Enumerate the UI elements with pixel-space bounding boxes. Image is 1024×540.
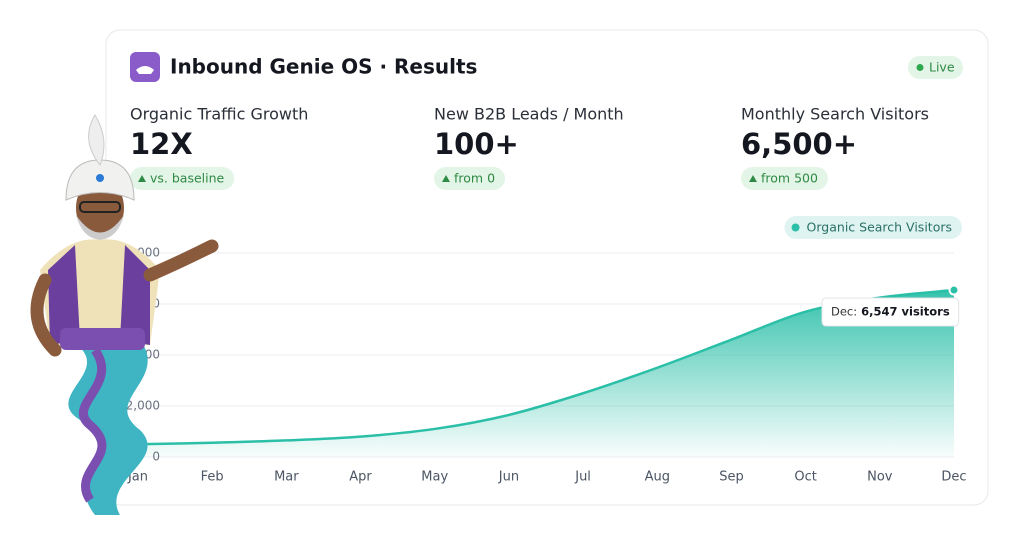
- genie-tail: [68, 340, 148, 515]
- metric-value: 100+: [434, 127, 519, 161]
- metrics: Organic Traffic Growth 12X vs. baseline New…: [130, 105, 929, 190]
- genie-jewel: [96, 174, 104, 182]
- x-tick-label: Mar: [274, 470, 299, 485]
- legend-label: Organic Search Visitors: [807, 220, 952, 235]
- legend-pill: [784, 216, 962, 239]
- status-dot: [916, 64, 924, 71]
- x-tick-label: Apr: [349, 470, 372, 485]
- genie-glasses: [79, 201, 121, 213]
- x-tick-label: Feb: [201, 470, 224, 485]
- metric-value: 12X: [130, 127, 193, 161]
- metric-label: New B2B Leads / Month: [434, 105, 624, 124]
- metric-note-arrow: [442, 175, 450, 182]
- genie-sash: [60, 328, 145, 350]
- tooltip-value: 6,547 visitors: [861, 305, 950, 319]
- x-tick-label: Dec: [941, 470, 966, 485]
- metric-note: from 500: [761, 171, 818, 186]
- legend-swatch: [791, 223, 800, 232]
- x-tick-label: Oct: [794, 470, 816, 485]
- illustration: [30, 114, 219, 515]
- genie-arm-left: [30, 273, 62, 357]
- plot: 02,0004,0006,0008,000JanFebMarAprMayJunJ…: [126, 216, 967, 485]
- x-tick-label: Sep: [719, 470, 744, 485]
- metric-note-pill: [434, 167, 506, 190]
- metric-note-pill: [741, 167, 828, 190]
- line: [137, 288, 955, 446]
- metric-note-arrow: [749, 175, 757, 182]
- metric-label: Monthly Search Visitors: [741, 105, 929, 124]
- status-pill: [908, 56, 963, 79]
- x-tick-label: Jul: [574, 470, 591, 485]
- genie-feather: [88, 114, 105, 166]
- end-point: [948, 284, 960, 296]
- genie-vest: [48, 245, 150, 345]
- genie-arm: [143, 239, 219, 282]
- metric-label: Organic Traffic Growth: [130, 105, 308, 124]
- tooltip-category: Dec:: [831, 305, 857, 319]
- metric-note: from 0: [454, 171, 495, 186]
- metric-value: 6,500+: [741, 127, 857, 161]
- status-text: Live: [929, 60, 955, 75]
- title: Inbound Genie OS · Results: [170, 55, 477, 79]
- x-tick-label: Jan: [127, 470, 148, 485]
- genie-swirl: [78, 347, 107, 503]
- metric-note: vs. baseline: [150, 171, 225, 186]
- x-tick-label: Nov: [867, 470, 893, 485]
- x-tick-label: Aug: [645, 470, 670, 485]
- logo-lamp: [136, 66, 154, 74]
- y-tick-label: 2,000: [126, 399, 160, 413]
- tooltip: [821, 297, 960, 327]
- metric-note-arrow: [138, 175, 146, 182]
- metric-note-pill: [130, 167, 235, 190]
- area: [138, 290, 954, 457]
- x-tick-label: May: [421, 470, 448, 485]
- genie-beard: [76, 215, 124, 240]
- x-tick-label: Jun: [498, 470, 519, 485]
